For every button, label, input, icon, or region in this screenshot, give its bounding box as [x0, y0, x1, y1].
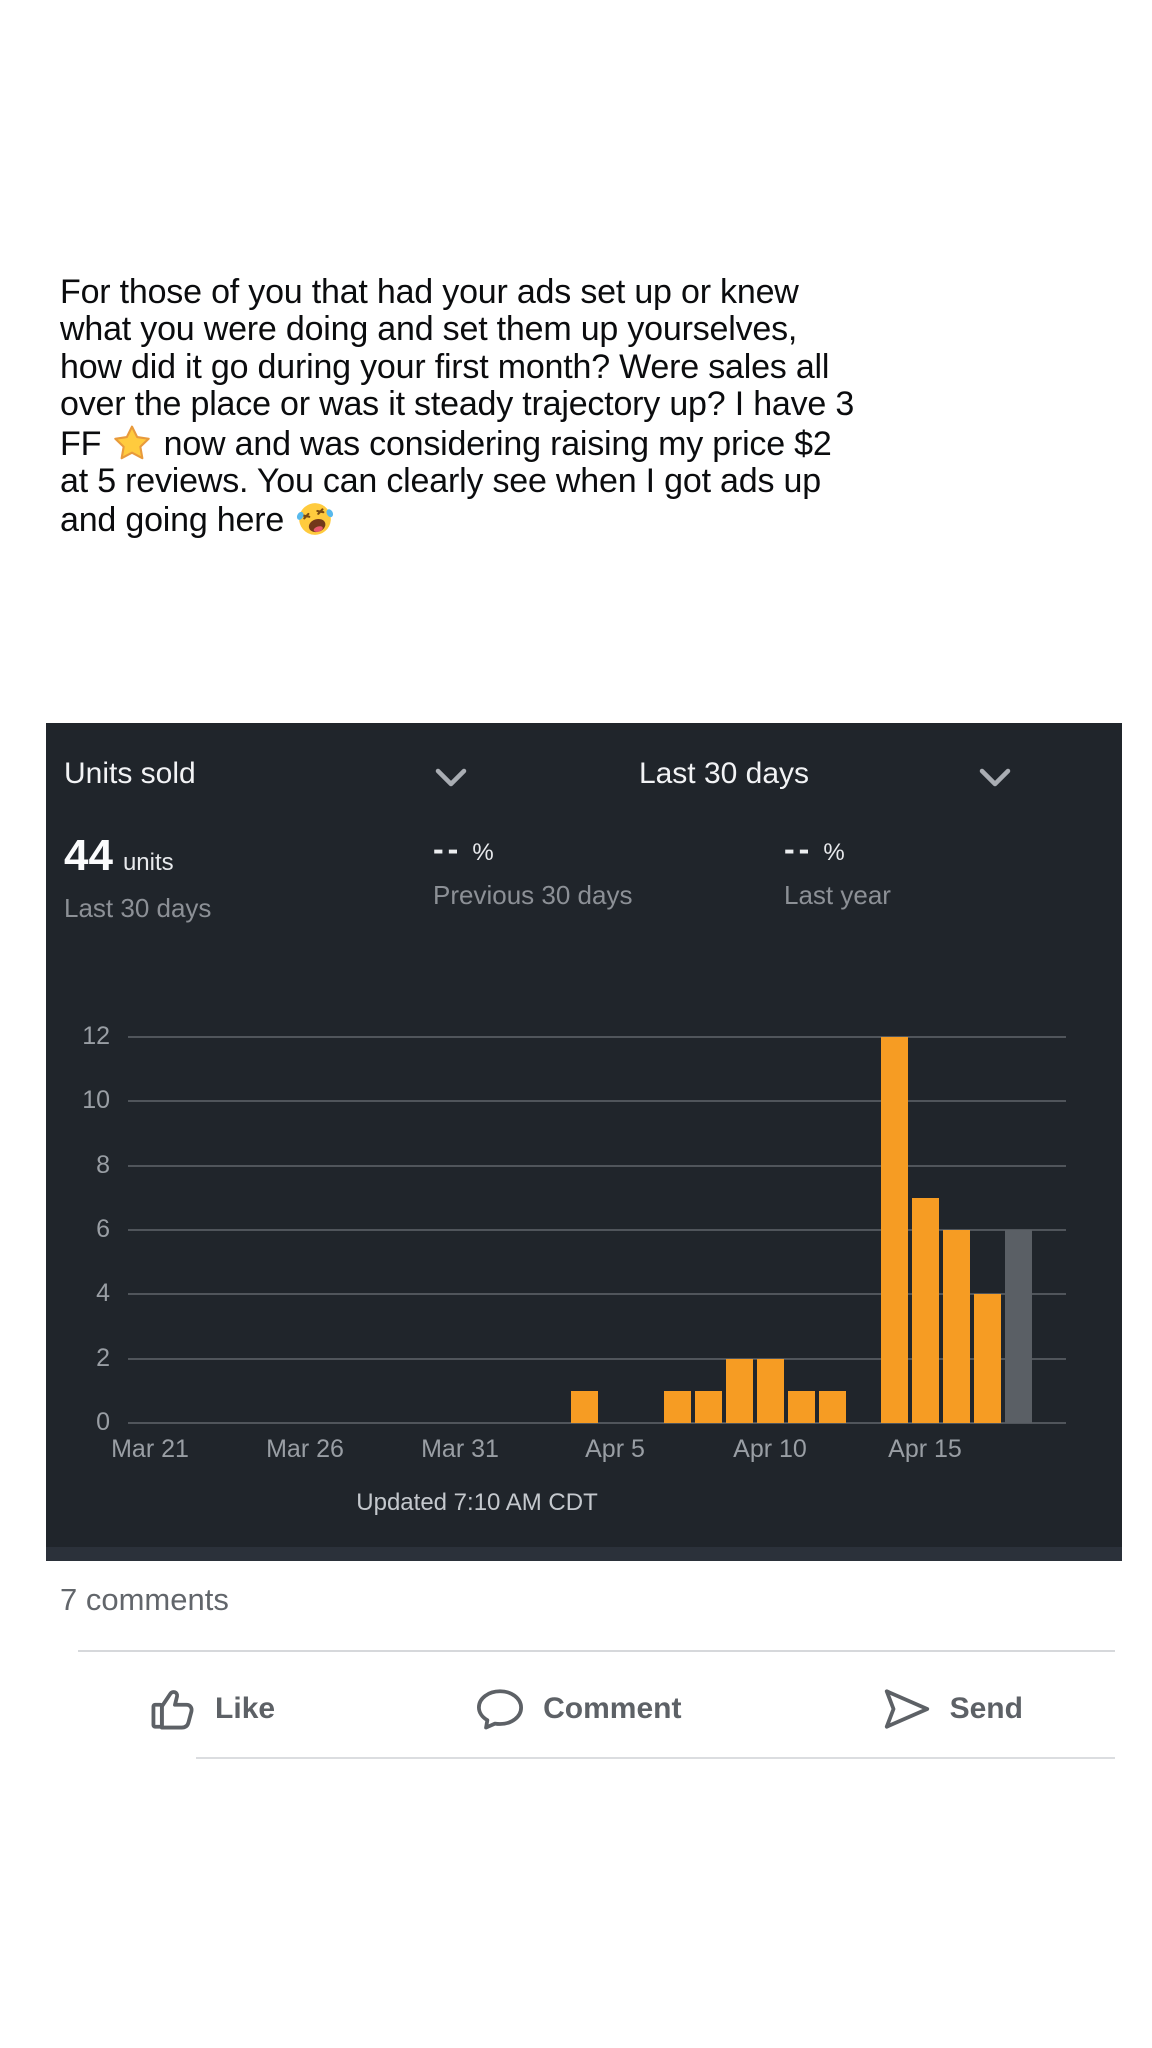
thumbs-up-icon [145, 1682, 199, 1736]
stat-sublabel: Last 30 days [64, 893, 212, 923]
stat-value: 44 [64, 831, 113, 880]
post-text: For those of you that had your ads set u… [60, 273, 855, 540]
gridline [128, 1100, 1066, 1102]
comment-label: Comment [543, 1692, 682, 1725]
speech-bubble-icon [473, 1682, 527, 1736]
post-text-line: and going here [60, 500, 854, 539]
x-axis-tick-label: Mar 26 [266, 1435, 344, 1463]
stat-unit: % [823, 839, 845, 866]
send-button[interactable]: Send [880, 1682, 1023, 1736]
x-axis-tick-label: Mar 31 [421, 1435, 499, 1463]
send-label: Send [949, 1692, 1023, 1725]
chart-bar [726, 1359, 753, 1423]
chart-bar [819, 1391, 846, 1423]
y-axis-tick-label: 12 [82, 1022, 110, 1050]
date-range-selector[interactable]: Last 30 days [638, 757, 810, 790]
chevron-down-icon[interactable] [978, 767, 1012, 794]
x-axis-tick-label: Apr 10 [733, 1435, 807, 1463]
y-axis-tick-label: 4 [96, 1279, 110, 1307]
action-bar: Like Comment Send [46, 1662, 1122, 1756]
post-text-line: FF now and was considering raising my pr… [60, 424, 832, 463]
gridline [128, 1036, 1066, 1038]
comments-count[interactable]: 7 comments [60, 1582, 229, 1617]
rofl-emoji [297, 503, 334, 536]
chart-bar [571, 1391, 598, 1423]
stat-previous-30-days: -- % Previous 30 days [433, 831, 632, 911]
stat-unit: units [122, 849, 174, 876]
x-axis-tick-label: Apr 5 [585, 1435, 645, 1463]
chart-bar [943, 1230, 970, 1423]
x-axis-tick-label: Apr 15 [888, 1435, 962, 1463]
divider [78, 1650, 1115, 1652]
star-emoji [114, 425, 151, 459]
y-axis-tick-label: 10 [82, 1086, 110, 1114]
chart-bar [664, 1391, 691, 1423]
post-text-line: at 5 reviews. You can clearly see when I… [60, 462, 821, 501]
stat-value: -- [784, 831, 814, 867]
sales-chart-panel: Units sold Last 30 days 44 units Last 30… [46, 723, 1122, 1561]
gridline [128, 1422, 1066, 1424]
panel-bottom-strip [46, 1547, 1122, 1561]
gridline [128, 1293, 1066, 1295]
x-axis-tick-label: Mar 21 [111, 1435, 189, 1463]
chart-bar [1005, 1230, 1032, 1423]
chart-bar [757, 1359, 784, 1423]
chart-bar [881, 1037, 908, 1423]
chevron-down-icon[interactable] [434, 767, 468, 794]
chart-bar [788, 1391, 815, 1423]
chart-bar [695, 1391, 722, 1423]
divider [196, 1757, 1115, 1759]
post-text-line: For those of you that had your ads set u… [60, 273, 799, 311]
gridline [128, 1358, 1066, 1360]
metric-selector[interactable]: Units sold [64, 757, 196, 790]
comment-button[interactable]: Comment [473, 1682, 681, 1736]
paper-plane-icon [880, 1682, 934, 1736]
stat-last-year: -- % Last year [784, 831, 891, 911]
y-axis-tick-label: 2 [96, 1344, 110, 1372]
y-axis-tick-label: 6 [96, 1215, 110, 1243]
stat-units-sold: 44 units Last 30 days [64, 831, 211, 924]
chart-updated-timestamp: Updated 7:10 AM CDT [356, 1489, 598, 1516]
post-text-line: what you were doing and set them up your… [60, 310, 798, 349]
stat-value: -- [433, 831, 463, 867]
gridline [128, 1229, 1066, 1231]
gridline [128, 1165, 1066, 1167]
post-text-line: how did it go during your first month? W… [60, 347, 830, 386]
y-axis-tick-label: 0 [96, 1408, 110, 1436]
chart-bar [974, 1294, 1001, 1423]
stat-sublabel: Last year [784, 880, 891, 910]
chart-bar [912, 1198, 939, 1423]
post-text-line: over the place or was it steady trajecto… [60, 385, 855, 424]
y-axis-tick-label: 8 [96, 1151, 110, 1179]
stat-sublabel: Previous 30 days [433, 880, 633, 910]
like-button[interactable]: Like [145, 1682, 275, 1736]
like-label: Like [215, 1692, 276, 1725]
stat-unit: % [472, 839, 494, 866]
